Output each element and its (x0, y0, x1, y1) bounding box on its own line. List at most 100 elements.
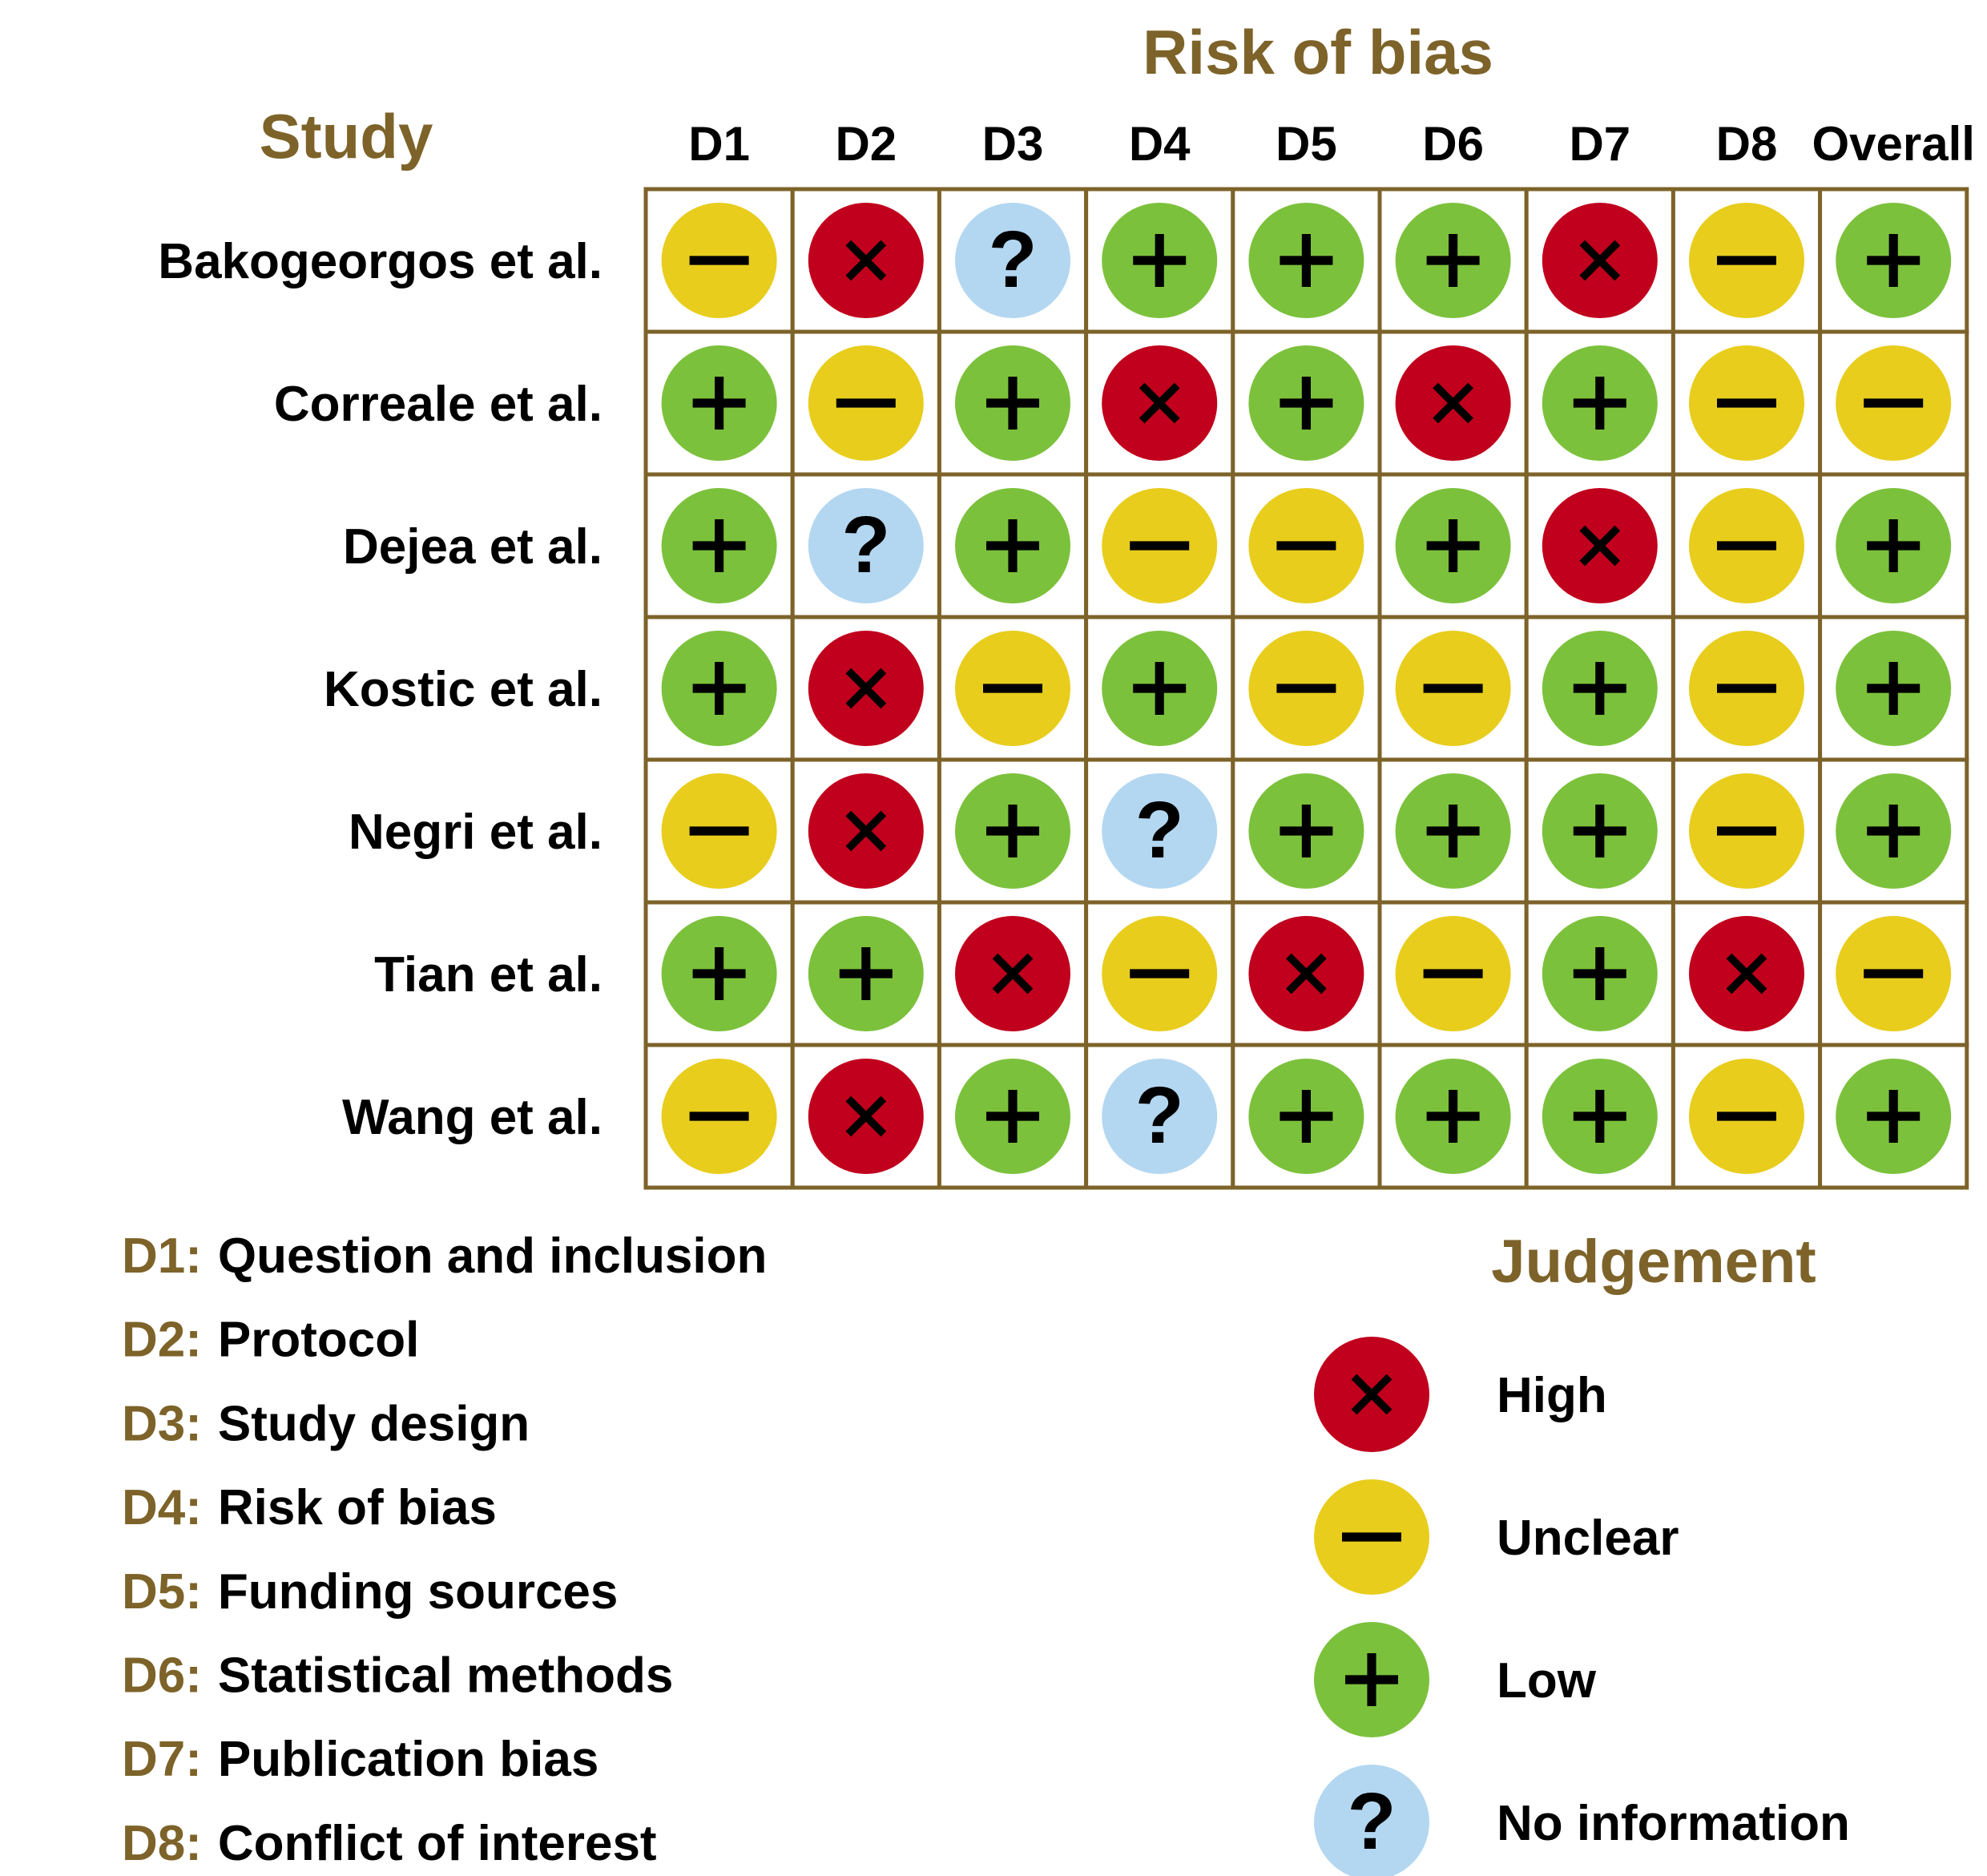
domain-legend: D1: Question and inclusion D2: Protocol D3: S… (122, 1228, 767, 1871)
judgement-low-mark (1248, 773, 1364, 889)
column-header-overall: Overall (1812, 117, 1974, 171)
judgement-low-mark (1542, 631, 1658, 746)
column-header-d4: D4 (1129, 117, 1191, 171)
judgement-noinfo-mark: ? (1102, 773, 1218, 889)
legend-item-high: High (1314, 1337, 1607, 1452)
judgement-low-mark (1395, 773, 1511, 889)
study-label: Wang et al. (342, 1090, 603, 1145)
judgement-low-mark (1542, 1059, 1658, 1174)
legend-label: High (1497, 1368, 1607, 1423)
judgement-low-mark (1836, 488, 1952, 603)
legend-item-unclear: Unclear (1314, 1479, 1679, 1595)
study-label: Bakogeorgos et al. (158, 234, 603, 289)
judgement-low-mark (661, 631, 777, 746)
judgement-noinfo-mark: ? (808, 488, 924, 603)
judgement-high-mark (1395, 345, 1511, 461)
domain-legend-item: D4: Risk of bias (122, 1480, 497, 1535)
domain-legend-item: D7: Publication bias (122, 1732, 599, 1787)
judgement-low-mark (955, 773, 1070, 889)
judgement-unclear-mark (1395, 631, 1511, 746)
judgement-low-mark (955, 1059, 1070, 1174)
judgement-low-mark (661, 345, 777, 461)
judgement-high-mark (1542, 488, 1658, 603)
column-header-d1: D1 (688, 117, 750, 171)
judgement-high-mark (1102, 345, 1218, 461)
judgement-unclear-mark (1689, 345, 1804, 461)
judgement-high-mark (808, 203, 924, 318)
judgement-unclear-mark (1395, 916, 1511, 1031)
svg-text:?: ? (1347, 1777, 1396, 1866)
judgement-noinfo-mark: ? (955, 203, 1070, 318)
study-label: Tian et al. (374, 947, 603, 1003)
svg-text:?: ? (841, 500, 890, 590)
column-header-d2: D2 (835, 117, 897, 171)
column-headers: D1 D2 D3 D4 D5 D6 D7 D8 Overall (688, 117, 1975, 171)
domain-legend-item: D6: Statistical methods (122, 1648, 673, 1704)
judgement-high-mark (808, 1059, 924, 1174)
column-header-d6: D6 (1422, 117, 1484, 171)
judgement-unclear-mark (1689, 631, 1804, 746)
judgement-unclear-mark (1689, 773, 1804, 889)
judgement-unclear-mark (1102, 916, 1218, 1031)
judgement-low-mark (955, 488, 1070, 603)
judgement-unclear-mark (1248, 631, 1364, 746)
judgement-unclear-mark (661, 203, 777, 318)
judgement-low-mark (661, 916, 777, 1031)
domain-legend-item: D2: Protocol (122, 1313, 419, 1368)
judgement-low-mark (1836, 1059, 1952, 1174)
judgement-low-mark (1836, 773, 1952, 889)
judgement-low-mark (661, 488, 777, 603)
column-header-d7: D7 (1569, 117, 1630, 171)
svg-text:?: ? (988, 215, 1037, 305)
study-label: Negri et al. (349, 805, 603, 860)
judgement-low-mark (955, 345, 1070, 461)
judgement-unclear-mark (808, 345, 924, 461)
legend-item-low: Low (1314, 1622, 1597, 1737)
judgement-legend: High Unclear Low? No information (1314, 1337, 1850, 1876)
judgement-noinfo-mark: ? (1102, 1059, 1218, 1174)
judgement-low-mark (1836, 203, 1952, 318)
domain-legend-item: D1: Question and inclusion (122, 1228, 767, 1284)
judgement-low-mark (1542, 773, 1658, 889)
judgement-low-mark (1836, 631, 1952, 746)
judgement-low-mark (1248, 345, 1364, 461)
judgement-low-mark (1248, 203, 1364, 318)
judgement-high-mark (1248, 916, 1364, 1031)
judgement-high-mark (1689, 916, 1804, 1031)
domain-legend-item: D8: Conflict of interest (122, 1816, 657, 1871)
judgement-low-mark (1395, 488, 1511, 603)
judgement-low-mark (1542, 916, 1658, 1031)
judgement-high-mark (808, 631, 924, 746)
judgement-high-mark (955, 916, 1070, 1031)
judgement-unclear-mark (1102, 488, 1218, 603)
column-header-d5: D5 (1276, 117, 1337, 171)
judgement-high-mark (1542, 203, 1658, 318)
study-label: Dejea et al. (343, 519, 603, 575)
study-header: Study (260, 101, 433, 171)
judgement-low-mark (1102, 203, 1218, 318)
domain-legend-item: D5: Funding sources (122, 1564, 618, 1620)
chart-title: Risk of bias (1143, 17, 1493, 87)
judgement-unclear-mark (1689, 488, 1804, 603)
judgement-unclear-mark (1836, 345, 1952, 461)
judgement-low-mark (1395, 1059, 1511, 1174)
legend-label: Low (1497, 1653, 1597, 1709)
legend-label: Unclear (1497, 1511, 1679, 1566)
judgement-marks: ???? (661, 203, 1952, 1174)
judgement-unclear-mark (955, 631, 1070, 746)
study-label: Correale et al. (274, 377, 603, 432)
svg-text:?: ? (1135, 785, 1184, 875)
legend-title: Judgement (1491, 1228, 1816, 1296)
judgement-unclear-mark (1836, 916, 1952, 1031)
column-header-d8: D8 (1716, 117, 1778, 171)
judgement-unclear-mark (1689, 1059, 1804, 1174)
judgement-unclear-mark (1248, 488, 1364, 603)
judgement-low-mark (1102, 631, 1218, 746)
judgement-low-mark (1542, 345, 1658, 461)
study-labels: Bakogeorgos et al. Correale et al. Dejea e… (158, 234, 603, 1145)
column-header-d3: D3 (982, 117, 1044, 171)
judgement-low-mark (808, 916, 924, 1031)
judgement-unclear-mark (661, 773, 777, 889)
judgement-low-mark (1395, 203, 1511, 318)
